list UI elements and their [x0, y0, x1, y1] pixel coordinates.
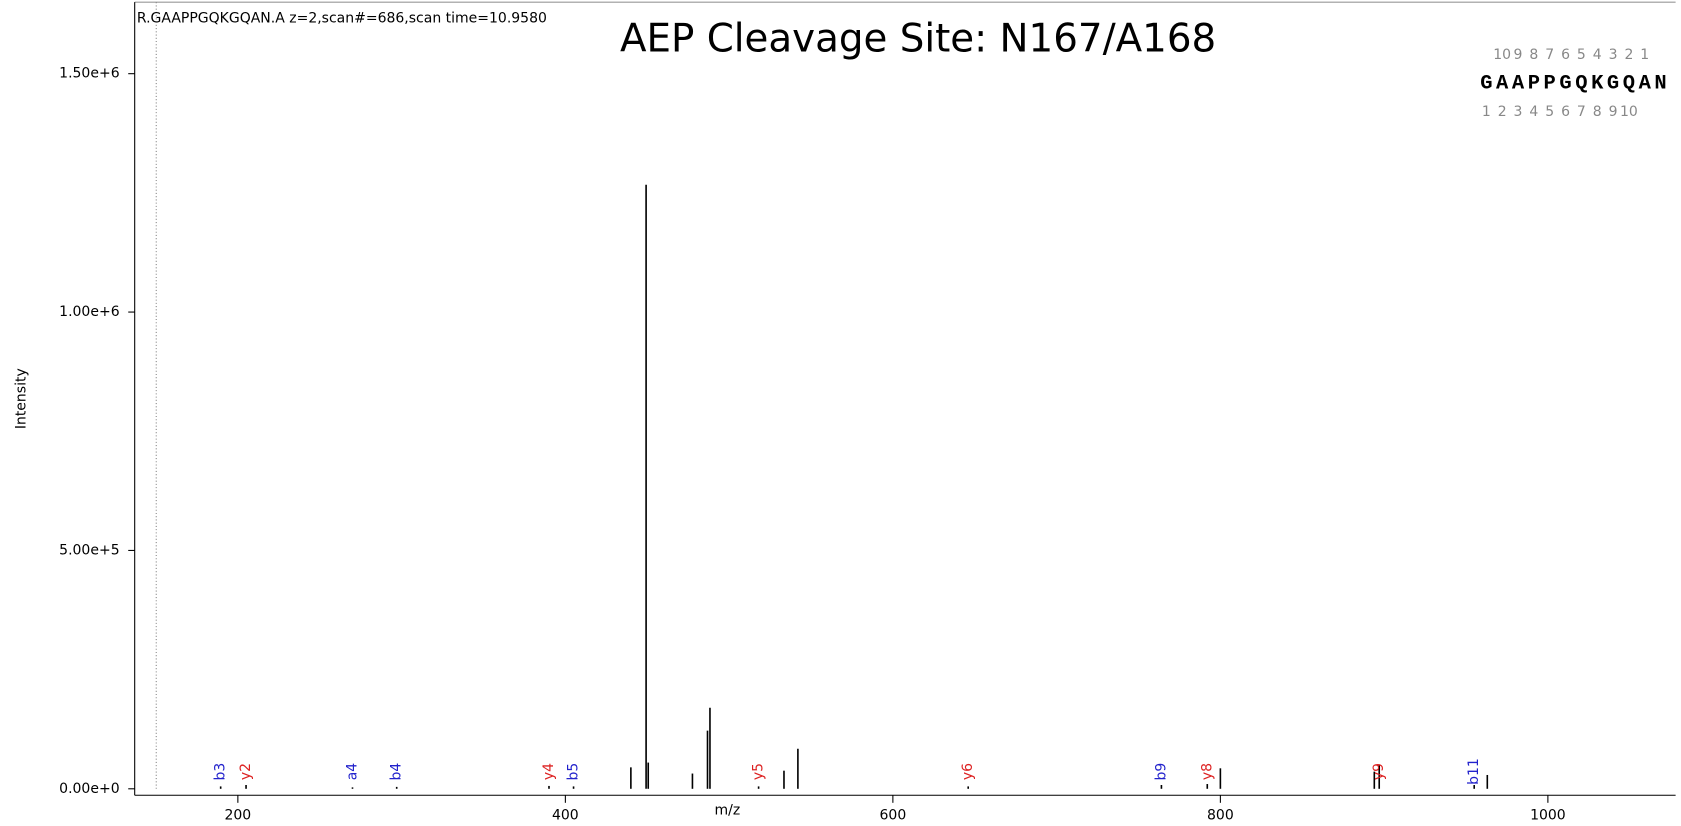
x-tick-label: 800: [1207, 808, 1234, 824]
y-ion-number: 6: [1561, 47, 1570, 63]
ion-label: a4: [344, 763, 360, 781]
ion-label: b3: [213, 763, 229, 781]
x-axis-label: m/z: [715, 802, 741, 818]
scan-info: R.GAAPPGQKGQAN.A z=2,scan#=686,scan time…: [137, 10, 547, 26]
sequence-residue: G: [1559, 72, 1571, 95]
y-ion-number: 8: [1529, 47, 1538, 63]
y-tick-label: 0.00e+0: [59, 781, 119, 797]
ion-label: y9: [1371, 763, 1387, 780]
b-ion-number: 5: [1545, 104, 1554, 120]
ion-label: y8: [1199, 763, 1215, 780]
sequence-residue: Q: [1623, 72, 1635, 95]
y-tick-label: 1.00e+6: [59, 304, 120, 320]
ion-label: b5: [566, 763, 582, 781]
sequence-residue: A: [1639, 72, 1652, 95]
ion-label: y2: [238, 763, 254, 780]
b-ion-number: 3: [1514, 104, 1523, 120]
y-ion-number: 4: [1593, 47, 1602, 63]
sequence-residue: K: [1591, 72, 1604, 95]
y-ion-number: 7: [1545, 47, 1554, 63]
x-tick-label: 1000: [1530, 808, 1566, 824]
sequence-residue: G: [1480, 72, 1492, 95]
ion-label: b9: [1153, 763, 1169, 781]
y-axis-label: Intensity: [14, 368, 30, 429]
sequence-residue: A: [1496, 72, 1509, 95]
b-ion-number: 10: [1620, 104, 1638, 120]
y-ion-number: 5: [1577, 47, 1586, 63]
ion-label: y5: [751, 763, 767, 780]
ion-label: b4: [389, 763, 405, 781]
y-ion-number: 2: [1624, 47, 1633, 63]
b-ion-number: 2: [1498, 104, 1507, 120]
b-ion-number: 7: [1577, 104, 1586, 120]
y-ion-number: 9: [1514, 47, 1523, 63]
x-tick-label: 400: [552, 808, 579, 824]
ion-label: y4: [541, 763, 557, 780]
chart-title: AEP Cleavage Site: N167/A168: [620, 16, 1216, 61]
sequence-residue: Q: [1575, 72, 1587, 95]
y-ion-number: 3: [1609, 47, 1618, 63]
b-ion-number: 8: [1593, 104, 1602, 120]
x-tick-label: 200: [224, 808, 251, 824]
y-tick-label: 1.50e+6: [59, 66, 120, 82]
x-tick-label: 600: [880, 808, 907, 824]
ion-label: y6: [960, 763, 976, 780]
sequence-residue: P: [1528, 72, 1540, 95]
y-ion-number: 10: [1493, 47, 1511, 63]
b-ion-number: 6: [1561, 104, 1570, 120]
ion-label: b11: [1466, 758, 1482, 785]
b-ion-number: 9: [1609, 104, 1618, 120]
y-ion-number: 1: [1640, 47, 1649, 63]
sequence-residue: N: [1654, 72, 1666, 95]
y-tick-label: 5.00e+5: [59, 542, 119, 558]
sequence-residue: A: [1512, 72, 1525, 95]
sequence-residue: G: [1607, 72, 1619, 95]
b-ion-number: 4: [1529, 104, 1538, 120]
sequence-residue: P: [1544, 72, 1556, 95]
b-ion-number: 1: [1482, 104, 1491, 120]
